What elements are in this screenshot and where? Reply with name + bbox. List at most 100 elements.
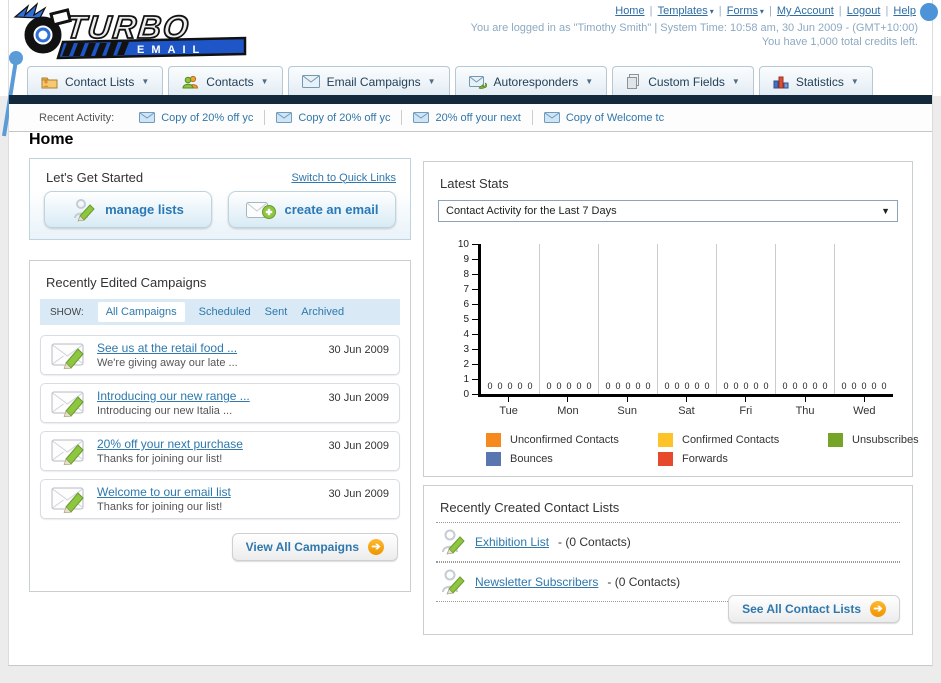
value-label: 0 bbox=[586, 381, 592, 391]
legend-label: Forwards bbox=[682, 453, 728, 465]
see-all-contact-lists-button[interactable]: See All Contact Lists ➔ bbox=[728, 595, 900, 623]
campaign-title-link[interactable]: 20% off your next purchase bbox=[97, 437, 243, 451]
filter-all-campaigns[interactable]: All Campaigns bbox=[97, 302, 185, 322]
campaign-text: Welcome to our email list Thanks for join… bbox=[97, 485, 318, 513]
top-link-help[interactable]: Help bbox=[893, 5, 916, 17]
value-label: 0 bbox=[605, 381, 611, 391]
recent-activity-link[interactable]: 20% off your next bbox=[435, 111, 521, 124]
chevron-down-icon: ▼ bbox=[141, 77, 150, 86]
day-label: Sun bbox=[617, 405, 637, 417]
contact-list-name-link[interactable]: Exhibition List bbox=[475, 535, 550, 549]
value-label: 0 bbox=[664, 381, 670, 391]
chart-y-axis: 0 1 2 3 4 5 6 7 8 9 10 bbox=[452, 239, 478, 400]
filter-archived[interactable]: Archived bbox=[301, 306, 345, 318]
item-separator bbox=[264, 110, 266, 125]
logo-flames bbox=[13, 2, 47, 19]
blue-envelope-icon bbox=[413, 112, 430, 123]
legend-item: Bounces bbox=[486, 452, 658, 466]
value-label: 0 bbox=[684, 381, 690, 391]
campaign-title-link[interactable]: Welcome to our email list bbox=[97, 485, 231, 499]
recent-activity-link[interactable]: Copy of Welcome tc bbox=[565, 111, 665, 124]
filter-sent[interactable]: Sent bbox=[264, 306, 288, 318]
folder-contacts-icon bbox=[41, 75, 58, 89]
item-separator bbox=[531, 110, 533, 125]
legend-item: Forwards bbox=[658, 452, 828, 466]
top-link-my-account[interactable]: My Account bbox=[776, 5, 834, 17]
recent-activity-items: Copy of 20% off yc Copy of 20% off yc 20% … bbox=[128, 110, 675, 125]
switch-to-quick-links[interactable]: Switch to Quick Links bbox=[291, 171, 396, 184]
y-tick bbox=[472, 379, 478, 380]
autoresponder-icon bbox=[468, 75, 487, 89]
chevron-down-icon: ▼ bbox=[260, 77, 269, 86]
dotted-separator bbox=[436, 561, 900, 562]
nav-tab-contact-lists[interactable]: Contact Lists ▼ bbox=[27, 66, 164, 96]
y-tick bbox=[472, 364, 478, 365]
top-link-templates[interactable]: Templates ▾ bbox=[657, 5, 714, 17]
value-label: 0 bbox=[792, 381, 798, 391]
legend-label: Unsubscribes bbox=[852, 434, 919, 446]
recent-activity-item: Copy of 20% off yc bbox=[265, 110, 401, 125]
nav-tab-custom-fields[interactable]: Custom Fields ▼ bbox=[612, 66, 754, 96]
dotted-separator bbox=[436, 601, 900, 602]
campaign-title-link[interactable]: See us at the retail food ... bbox=[97, 341, 238, 355]
x-tick bbox=[745, 397, 747, 402]
contact-list-items: Exhibition List - (0 Contacts) Newsletter… bbox=[424, 522, 912, 602]
campaign-filters: All Campaigns Scheduled Sent Archived bbox=[97, 302, 345, 322]
legend-item: Unconfirmed Contacts bbox=[486, 433, 658, 447]
y-tick-label: 4 bbox=[463, 329, 469, 340]
day-label: Sat bbox=[678, 405, 695, 417]
nav-tab-email-campaigns[interactable]: Email Campaigns ▼ bbox=[287, 66, 450, 96]
manage-lists-button[interactable]: manage lists bbox=[44, 191, 212, 228]
filter-scheduled[interactable]: Scheduled bbox=[198, 306, 251, 318]
contact-person-icon bbox=[440, 568, 466, 596]
login-info: You are logged in as "Timothy Smith" | S… bbox=[471, 21, 918, 49]
create-email-icon bbox=[245, 200, 276, 220]
x-tick bbox=[567, 397, 569, 402]
campaigns-panel-title: Recently Edited Campaigns bbox=[46, 275, 207, 290]
view-all-campaigns-button[interactable]: View All Campaigns ➔ bbox=[231, 533, 398, 561]
day-label: Fri bbox=[739, 405, 753, 417]
top-link-logout[interactable]: Logout bbox=[846, 5, 881, 17]
value-label: 0 bbox=[497, 381, 503, 391]
contact-list-name-link[interactable]: Newsletter Subscribers bbox=[475, 575, 599, 589]
y-tick bbox=[472, 274, 478, 275]
value-label: 0 bbox=[733, 381, 739, 391]
campaign-date: 30 Jun 2009 bbox=[328, 488, 389, 500]
x-tick bbox=[863, 397, 865, 402]
x-tick-label: Sat bbox=[657, 397, 716, 417]
page-title: Home bbox=[29, 131, 74, 148]
nav-tab-contacts[interactable]: Contacts ▼ bbox=[168, 66, 283, 96]
stats-panel-title: Latest Stats bbox=[440, 176, 509, 191]
value-label: 0 bbox=[812, 381, 818, 391]
top-link-forms[interactable]: Forms ▾ bbox=[726, 5, 764, 17]
top-link-home[interactable]: Home bbox=[615, 5, 645, 17]
nav-tab-statistics[interactable]: Statistics ▼ bbox=[758, 66, 873, 96]
contact-lists-panel-title: Recently Created Contact Lists bbox=[440, 500, 620, 515]
recent-activity-link[interactable]: Copy of 20% off yc bbox=[161, 111, 254, 124]
campaign-envelope-icon bbox=[51, 437, 87, 465]
value-label: 0 bbox=[507, 381, 513, 391]
see-all-contact-lists-label: See All Contact Lists bbox=[742, 602, 861, 616]
recent-activity-link[interactable]: Copy of 20% off yc bbox=[298, 111, 391, 124]
y-tick bbox=[472, 304, 478, 305]
value-label: 0 bbox=[625, 381, 631, 391]
stats-report-dropdown[interactable]: Contact Activity for the Last 7 Days ▼ bbox=[438, 200, 898, 222]
stats-dropdown-value: Contact Activity for the Last 7 Days bbox=[446, 205, 617, 217]
create-an-email-button[interactable]: create an email bbox=[228, 191, 396, 228]
campaign-title-link[interactable]: Introducing our new range ... bbox=[97, 389, 250, 403]
legend-swatch bbox=[658, 433, 673, 447]
chevron-down-icon: ▼ bbox=[881, 206, 890, 216]
turbo-email-logo: EMAIL TURBO bbox=[11, 2, 251, 63]
campaign-date: 30 Jun 2009 bbox=[328, 440, 389, 452]
nav-tab-autoresponders[interactable]: Autoresponders ▼ bbox=[454, 66, 608, 96]
email-icon bbox=[301, 75, 320, 88]
x-tick bbox=[685, 397, 687, 402]
day-label: Mon bbox=[557, 405, 579, 417]
y-tick-label: 3 bbox=[463, 344, 469, 355]
